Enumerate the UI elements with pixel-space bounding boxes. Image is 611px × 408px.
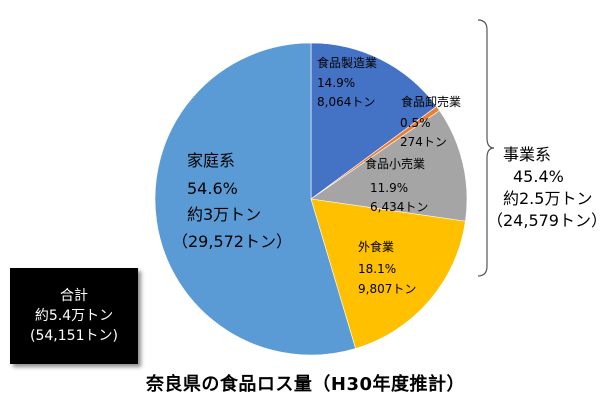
- total-label: 合計: [60, 288, 88, 304]
- label-manufacturing-percent: 14.9%: [317, 76, 355, 90]
- label-retail-percent: 11.9%: [370, 181, 408, 195]
- label-retail-amount: 6,434トン: [370, 200, 428, 214]
- label-manufacturing-amount: 8,064トン: [317, 95, 375, 109]
- label-restaurant-percent: 18.1%: [358, 262, 396, 276]
- label-household-name: 家庭系: [187, 151, 235, 170]
- total-box: 合計 約5.4万トン (54,151トン): [10, 268, 138, 364]
- chart-title: 奈良県の食品ロス量（H30年度推計）: [145, 374, 466, 395]
- business-group-bracket: [477, 19, 495, 277]
- label-restaurant-name: 外食業: [358, 239, 394, 254]
- label-manufacturing-name: 食品製造業: [317, 55, 377, 70]
- business-group-detail: （24,579トン）: [487, 211, 607, 230]
- total-detail: (54,151トン): [30, 328, 118, 344]
- business-group-label: 事業系 45.4% 約2.5万トン （24,579トン）: [487, 144, 611, 232]
- slice-household: [154, 42, 356, 356]
- label-wholesale-amount: 274トン: [400, 135, 447, 149]
- total-amount: 約5.4万トン: [34, 308, 114, 324]
- business-group-amount: 約2.5万トン: [503, 189, 593, 208]
- slice-retail: [310, 110, 468, 222]
- label-wholesale-percent: 0.5%: [400, 116, 431, 130]
- label-household-percent: 54.6%: [187, 179, 238, 198]
- pie-slices: [154, 42, 468, 356]
- slice-restaurant: [310, 198, 466, 349]
- label-household-detail: （29,572トン）: [172, 232, 292, 251]
- label-restaurant-amount: 9,807トン: [358, 282, 416, 296]
- label-retail-name: 食品小売業: [365, 156, 425, 171]
- label-wholesale-name: 食品卸売業: [401, 94, 461, 109]
- slice-manufacturing: [310, 42, 437, 200]
- business-group-name: 事業系: [503, 145, 552, 164]
- label-household-amount: 約3万トン: [187, 205, 261, 224]
- business-group-percent: 45.4%: [513, 167, 564, 186]
